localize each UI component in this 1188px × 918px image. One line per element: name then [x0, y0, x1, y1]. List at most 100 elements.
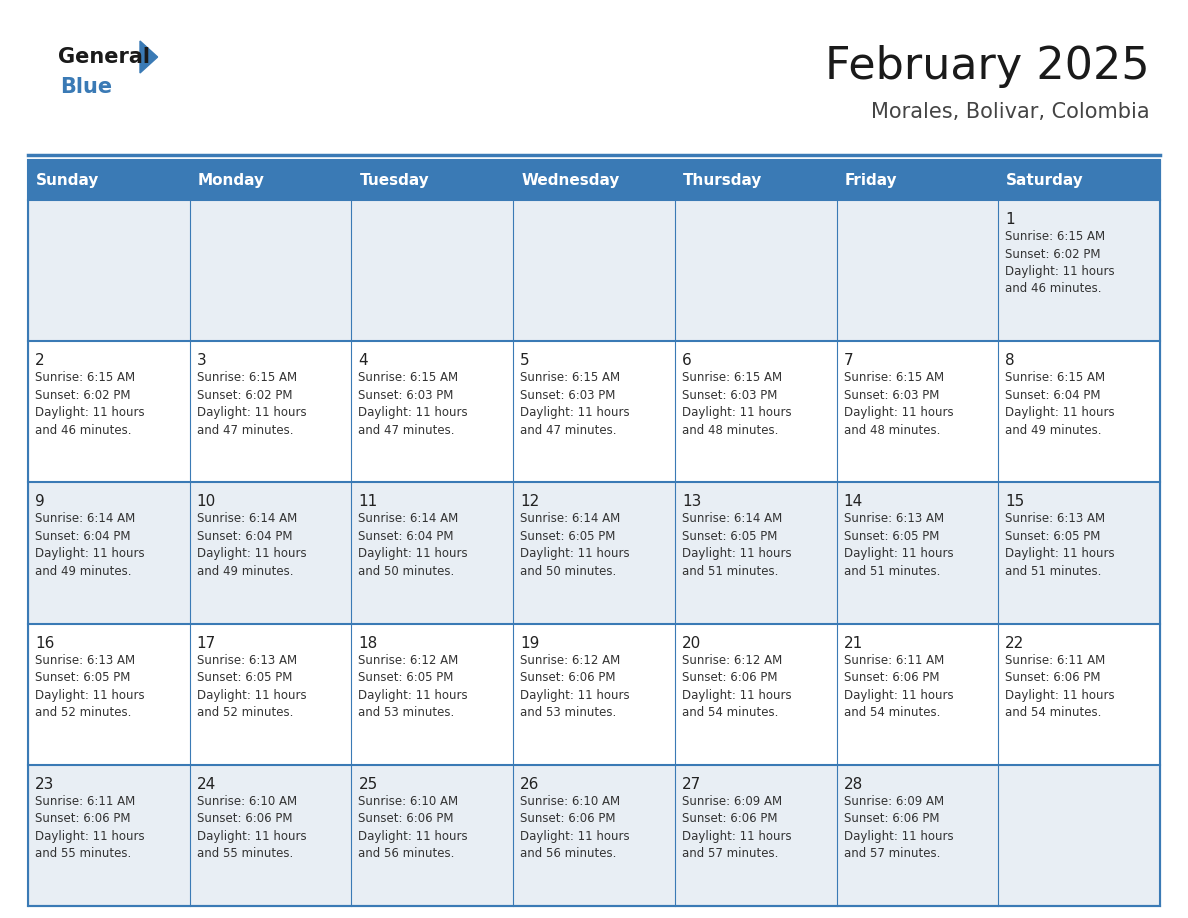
Text: 5: 5 [520, 353, 530, 368]
Bar [352, 200, 513, 341]
Text: Sunrise: 6:13 AM
Sunset: 6:05 PM
Daylight: 11 hours
and 51 minutes.: Sunrise: 6:13 AM Sunset: 6:05 PM Dayligh… [843, 512, 953, 578]
Text: Sunrise: 6:10 AM
Sunset: 6:06 PM
Daylight: 11 hours
and 56 minutes.: Sunrise: 6:10 AM Sunset: 6:06 PM Dayligh… [359, 795, 468, 860]
Text: Sunrise: 6:11 AM
Sunset: 6:06 PM
Daylight: 11 hours
and 55 minutes.: Sunrise: 6:11 AM Sunset: 6:06 PM Dayligh… [34, 795, 145, 860]
Bar [675, 341, 836, 482]
Bar [29, 482, 190, 623]
Text: 1: 1 [1005, 212, 1015, 227]
Text: Tuesday: Tuesday [360, 173, 429, 187]
Text: Sunrise: 6:13 AM
Sunset: 6:05 PM
Daylight: 11 hours
and 51 minutes.: Sunrise: 6:13 AM Sunset: 6:05 PM Dayligh… [1005, 512, 1114, 578]
Text: 18: 18 [359, 635, 378, 651]
Text: Sunrise: 6:13 AM
Sunset: 6:05 PM
Daylight: 11 hours
and 52 minutes.: Sunrise: 6:13 AM Sunset: 6:05 PM Dayligh… [197, 654, 307, 719]
Text: Sunrise: 6:15 AM
Sunset: 6:03 PM
Daylight: 11 hours
and 48 minutes.: Sunrise: 6:15 AM Sunset: 6:03 PM Dayligh… [682, 371, 791, 437]
Text: 19: 19 [520, 635, 539, 651]
Text: Sunrise: 6:15 AM
Sunset: 6:03 PM
Daylight: 11 hours
and 48 minutes.: Sunrise: 6:15 AM Sunset: 6:03 PM Dayligh… [843, 371, 953, 437]
Text: Sunrise: 6:09 AM
Sunset: 6:06 PM
Daylight: 11 hours
and 57 minutes.: Sunrise: 6:09 AM Sunset: 6:06 PM Dayligh… [843, 795, 953, 860]
Text: 8: 8 [1005, 353, 1015, 368]
Bar [836, 482, 998, 623]
Text: Sunrise: 6:15 AM
Sunset: 6:03 PM
Daylight: 11 hours
and 47 minutes.: Sunrise: 6:15 AM Sunset: 6:03 PM Dayligh… [520, 371, 630, 437]
Text: 25: 25 [359, 777, 378, 792]
Text: Sunrise: 6:13 AM
Sunset: 6:05 PM
Daylight: 11 hours
and 52 minutes.: Sunrise: 6:13 AM Sunset: 6:05 PM Dayligh… [34, 654, 145, 719]
Text: 16: 16 [34, 635, 55, 651]
Text: 2: 2 [34, 353, 45, 368]
Text: General: General [58, 47, 150, 67]
Bar [190, 765, 352, 906]
Text: 7: 7 [843, 353, 853, 368]
Bar [675, 482, 836, 623]
Bar [29, 160, 1159, 200]
Bar [513, 200, 675, 341]
Bar [675, 623, 836, 765]
Text: Sunrise: 6:10 AM
Sunset: 6:06 PM
Daylight: 11 hours
and 56 minutes.: Sunrise: 6:10 AM Sunset: 6:06 PM Dayligh… [520, 795, 630, 860]
Text: 15: 15 [1005, 495, 1024, 509]
Bar [513, 623, 675, 765]
Text: 24: 24 [197, 777, 216, 792]
Bar [190, 200, 352, 341]
Text: Sunrise: 6:14 AM
Sunset: 6:05 PM
Daylight: 11 hours
and 51 minutes.: Sunrise: 6:14 AM Sunset: 6:05 PM Dayligh… [682, 512, 791, 578]
Text: Sunrise: 6:10 AM
Sunset: 6:06 PM
Daylight: 11 hours
and 55 minutes.: Sunrise: 6:10 AM Sunset: 6:06 PM Dayligh… [197, 795, 307, 860]
Bar [513, 341, 675, 482]
Bar [352, 765, 513, 906]
Text: Sunrise: 6:11 AM
Sunset: 6:06 PM
Daylight: 11 hours
and 54 minutes.: Sunrise: 6:11 AM Sunset: 6:06 PM Dayligh… [843, 654, 953, 719]
Text: 3: 3 [197, 353, 207, 368]
Text: 27: 27 [682, 777, 701, 792]
Bar [352, 623, 513, 765]
Text: 12: 12 [520, 495, 539, 509]
Text: Sunrise: 6:11 AM
Sunset: 6:06 PM
Daylight: 11 hours
and 54 minutes.: Sunrise: 6:11 AM Sunset: 6:06 PM Dayligh… [1005, 654, 1114, 719]
Text: 11: 11 [359, 495, 378, 509]
Text: Sunrise: 6:15 AM
Sunset: 6:02 PM
Daylight: 11 hours
and 46 minutes.: Sunrise: 6:15 AM Sunset: 6:02 PM Dayligh… [34, 371, 145, 437]
Text: Sunrise: 6:14 AM
Sunset: 6:04 PM
Daylight: 11 hours
and 50 minutes.: Sunrise: 6:14 AM Sunset: 6:04 PM Dayligh… [359, 512, 468, 578]
Bar [836, 623, 998, 765]
Text: Sunrise: 6:14 AM
Sunset: 6:04 PM
Daylight: 11 hours
and 49 minutes.: Sunrise: 6:14 AM Sunset: 6:04 PM Dayligh… [34, 512, 145, 578]
Bar [998, 623, 1159, 765]
Bar [998, 765, 1159, 906]
Bar [190, 482, 352, 623]
Text: Sunrise: 6:14 AM
Sunset: 6:05 PM
Daylight: 11 hours
and 50 minutes.: Sunrise: 6:14 AM Sunset: 6:05 PM Dayligh… [520, 512, 630, 578]
Text: Sunrise: 6:12 AM
Sunset: 6:05 PM
Daylight: 11 hours
and 53 minutes.: Sunrise: 6:12 AM Sunset: 6:05 PM Dayligh… [359, 654, 468, 719]
Bar [675, 200, 836, 341]
Text: 6: 6 [682, 353, 691, 368]
Bar [190, 623, 352, 765]
Bar [998, 341, 1159, 482]
Text: 23: 23 [34, 777, 55, 792]
Text: Sunrise: 6:09 AM
Sunset: 6:06 PM
Daylight: 11 hours
and 57 minutes.: Sunrise: 6:09 AM Sunset: 6:06 PM Dayligh… [682, 795, 791, 860]
Bar [998, 200, 1159, 341]
Text: Sunrise: 6:15 AM
Sunset: 6:02 PM
Daylight: 11 hours
and 46 minutes.: Sunrise: 6:15 AM Sunset: 6:02 PM Dayligh… [1005, 230, 1114, 296]
Text: Sunrise: 6:12 AM
Sunset: 6:06 PM
Daylight: 11 hours
and 53 minutes.: Sunrise: 6:12 AM Sunset: 6:06 PM Dayligh… [520, 654, 630, 719]
Bar [513, 482, 675, 623]
Text: Morales, Bolivar, Colombia: Morales, Bolivar, Colombia [871, 102, 1150, 122]
Bar [29, 341, 190, 482]
Text: 13: 13 [682, 495, 701, 509]
Text: Monday: Monday [197, 173, 265, 187]
Bar [29, 765, 190, 906]
Text: 28: 28 [843, 777, 862, 792]
Bar [29, 200, 190, 341]
Bar [836, 765, 998, 906]
Text: 22: 22 [1005, 635, 1024, 651]
Text: February 2025: February 2025 [826, 46, 1150, 88]
Bar [513, 765, 675, 906]
Bar [29, 160, 1159, 906]
Bar [836, 200, 998, 341]
Text: Friday: Friday [845, 173, 897, 187]
Text: 26: 26 [520, 777, 539, 792]
Text: 17: 17 [197, 635, 216, 651]
Text: Sunrise: 6:14 AM
Sunset: 6:04 PM
Daylight: 11 hours
and 49 minutes.: Sunrise: 6:14 AM Sunset: 6:04 PM Dayligh… [197, 512, 307, 578]
Bar [29, 623, 190, 765]
Bar [675, 765, 836, 906]
Text: Sunrise: 6:12 AM
Sunset: 6:06 PM
Daylight: 11 hours
and 54 minutes.: Sunrise: 6:12 AM Sunset: 6:06 PM Dayligh… [682, 654, 791, 719]
Text: 14: 14 [843, 495, 862, 509]
Text: Blue: Blue [61, 77, 112, 97]
Text: Wednesday: Wednesday [522, 173, 619, 187]
Polygon shape [140, 41, 158, 73]
Text: 4: 4 [359, 353, 368, 368]
Text: 9: 9 [34, 495, 45, 509]
Text: 20: 20 [682, 635, 701, 651]
Text: Thursday: Thursday [683, 173, 763, 187]
Text: 21: 21 [843, 635, 862, 651]
Bar [190, 341, 352, 482]
Text: Sunrise: 6:15 AM
Sunset: 6:02 PM
Daylight: 11 hours
and 47 minutes.: Sunrise: 6:15 AM Sunset: 6:02 PM Dayligh… [197, 371, 307, 437]
Text: Sunrise: 6:15 AM
Sunset: 6:04 PM
Daylight: 11 hours
and 49 minutes.: Sunrise: 6:15 AM Sunset: 6:04 PM Dayligh… [1005, 371, 1114, 437]
Bar [836, 341, 998, 482]
Text: 10: 10 [197, 495, 216, 509]
Text: Sunrise: 6:15 AM
Sunset: 6:03 PM
Daylight: 11 hours
and 47 minutes.: Sunrise: 6:15 AM Sunset: 6:03 PM Dayligh… [359, 371, 468, 437]
